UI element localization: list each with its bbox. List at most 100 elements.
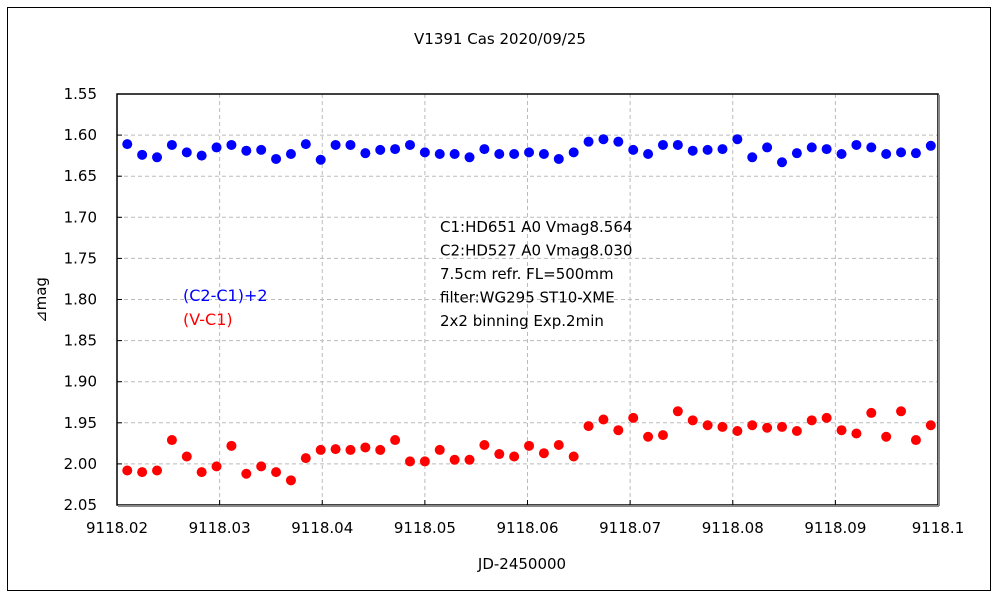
data-point-c2-c1 — [777, 157, 788, 168]
data-point-c2-c1 — [524, 147, 535, 158]
data-point-v-c1 — [598, 414, 609, 425]
y-tick-label: 1.95 — [64, 414, 97, 432]
data-point-c2-c1 — [643, 149, 654, 160]
data-point-c2-c1 — [315, 154, 326, 165]
data-point-c2-c1 — [404, 139, 415, 150]
data-point-v-c1 — [285, 475, 296, 486]
data-point-v-c1 — [538, 448, 549, 459]
data-point-c2-c1 — [241, 145, 252, 156]
annotation-line: 2x2 binning Exp.2min — [440, 312, 604, 330]
data-point-v-c1 — [762, 422, 773, 433]
data-point-v-c1 — [687, 415, 698, 426]
data-point-c2-c1 — [910, 148, 921, 159]
data-point-c2-c1 — [851, 139, 862, 150]
data-point-v-c1 — [910, 435, 921, 446]
y-tick-label: 2.00 — [64, 455, 97, 473]
data-point-v-c1 — [628, 412, 639, 423]
data-point-v-c1 — [196, 467, 207, 478]
legend-red: (V-C1) — [183, 310, 233, 329]
data-point-v-c1 — [315, 444, 326, 455]
data-point-c2-c1 — [613, 136, 624, 147]
data-point-c2-c1 — [256, 144, 267, 155]
data-point-c2-c1 — [762, 142, 773, 153]
annotation-line: C1:HD651 A0 Vmag8.564 — [440, 218, 632, 236]
data-point-v-c1 — [866, 407, 877, 418]
x-tick-label: 9118.05 — [394, 519, 456, 537]
x-tick-label: 9118.02 — [86, 519, 148, 537]
y-axis-label: ⊿mag — [32, 277, 50, 323]
data-point-c2-c1 — [479, 144, 490, 155]
data-point-c2-c1 — [732, 134, 743, 145]
data-point-c2-c1 — [866, 142, 877, 153]
data-point-c2-c1 — [449, 149, 460, 160]
y-tick-label: 1.70 — [64, 208, 97, 226]
y-tick-label: 1.85 — [64, 332, 97, 350]
data-point-v-c1 — [271, 467, 282, 478]
x-tick-label: 9118.03 — [189, 519, 251, 537]
data-point-v-c1 — [241, 468, 252, 479]
data-point-v-c1 — [390, 435, 401, 446]
points — [122, 134, 936, 486]
data-point-c2-c1 — [345, 139, 356, 150]
data-point-c2-c1 — [300, 139, 311, 150]
annotation-line: 7.5cm refr. FL=500mm — [440, 265, 614, 283]
y-tick-label: 1.65 — [64, 167, 97, 185]
data-point-v-c1 — [152, 465, 163, 476]
data-point-v-c1 — [300, 453, 311, 464]
data-point-v-c1 — [836, 425, 847, 436]
grid — [117, 94, 938, 505]
data-point-v-c1 — [434, 444, 445, 455]
data-point-c2-c1 — [791, 148, 802, 159]
data-point-c2-c1 — [657, 139, 668, 150]
data-point-v-c1 — [345, 444, 356, 455]
data-point-v-c1 — [524, 440, 535, 451]
data-point-c2-c1 — [687, 145, 698, 156]
y-tick-label: 1.90 — [64, 373, 97, 391]
y-tick-label: 1.75 — [64, 249, 97, 267]
data-point-c2-c1 — [806, 142, 817, 153]
y-tick-label: 1.55 — [64, 85, 97, 103]
annotation-line: filter:WG295 ST10-XME — [440, 289, 615, 307]
data-point-v-c1 — [583, 421, 594, 432]
y-tick-label: 1.80 — [64, 291, 97, 309]
data-point-v-c1 — [791, 426, 802, 437]
data-point-v-c1 — [449, 454, 460, 465]
annotation-block: C1:HD651 A0 Vmag8.564 C2:HD527 A0 Vmag8.0… — [440, 218, 632, 330]
data-point-v-c1 — [747, 420, 758, 431]
data-point-v-c1 — [643, 431, 654, 442]
data-point-c2-c1 — [122, 139, 133, 150]
x-tick-label: 9118.04 — [291, 519, 353, 537]
data-point-c2-c1 — [330, 139, 341, 150]
x-tick-label: 9118.07 — [599, 519, 661, 537]
data-point-c2-c1 — [568, 147, 579, 158]
x-tick-label: 9118.09 — [804, 519, 866, 537]
data-point-c2-c1 — [181, 147, 192, 158]
ticks: 9118.02 9118.03 9118.04 9118.05 9118.06 9118.… — [64, 85, 965, 537]
data-point-c2-c1 — [628, 144, 639, 155]
data-point-v-c1 — [806, 415, 817, 426]
chart-frame — [7, 7, 991, 591]
data-point-v-c1 — [211, 461, 222, 472]
y-tick-label: 2.05 — [64, 496, 97, 514]
data-point-c2-c1 — [390, 144, 401, 155]
data-point-v-c1 — [925, 420, 936, 431]
data-point-c2-c1 — [553, 153, 564, 164]
data-point-v-c1 — [702, 420, 713, 431]
data-point-c2-c1 — [419, 147, 430, 158]
data-point-c2-c1 — [494, 149, 505, 160]
data-point-v-c1 — [137, 467, 148, 478]
y-tick-label: 1.60 — [64, 126, 97, 144]
data-point-v-c1 — [553, 439, 564, 450]
data-point-c2-c1 — [925, 140, 936, 151]
data-point-c2-c1 — [509, 149, 520, 160]
data-point-v-c1 — [881, 431, 892, 442]
data-point-v-c1 — [896, 406, 907, 417]
data-point-v-c1 — [494, 449, 505, 460]
data-point-c2-c1 — [598, 134, 609, 145]
data-point-c2-c1 — [196, 150, 207, 161]
data-point-v-c1 — [375, 444, 386, 455]
data-point-c2-c1 — [672, 139, 683, 150]
data-point-c2-c1 — [747, 152, 758, 163]
data-point-v-c1 — [419, 456, 430, 467]
data-point-c2-c1 — [360, 148, 371, 159]
